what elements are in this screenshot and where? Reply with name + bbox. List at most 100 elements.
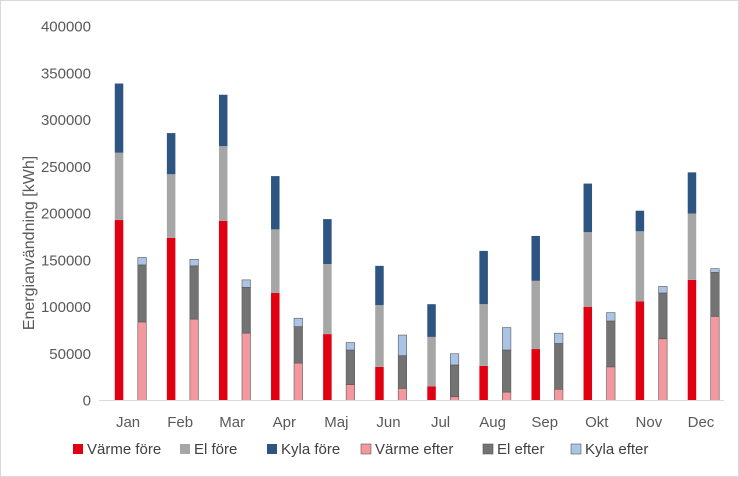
bar-kyla-efter-apr — [293, 317, 303, 327]
bar-värme-före-jan — [114, 220, 124, 401]
bar-kyla-efter-feb — [189, 259, 199, 267]
legend-label: El före — [194, 441, 237, 458]
bar-el-efter-feb — [189, 265, 199, 320]
bar-kyla-före-okt — [583, 183, 593, 233]
bar-kyla-före-jun — [375, 265, 384, 306]
bar-kyla-efter-jan — [137, 257, 147, 266]
bar-värme-före-aug — [479, 365, 488, 401]
y-tick-label: 100000 — [41, 299, 91, 316]
bar-el-efter-okt — [606, 320, 616, 368]
bar-el-efter-dec — [710, 272, 720, 317]
y-tick-label: 200000 — [41, 206, 91, 223]
bar-el-före-feb — [166, 174, 176, 238]
y-axis-ticks: 0 50000 100000 150000 200000 250000 300000 3500… — [41, 19, 91, 410]
bar-värme-före-feb — [166, 237, 176, 401]
x-tick-label: Jan — [116, 414, 140, 431]
bar-el-före-dec — [687, 213, 697, 280]
bar-el-före-nov — [635, 231, 645, 302]
bar-värme-efter-jun — [397, 388, 408, 401]
bar-kyla-före-jul — [427, 304, 436, 337]
legend-swatch — [482, 443, 494, 455]
bar-värme-före-jun — [375, 366, 384, 401]
bars — [114, 83, 720, 401]
bar-kyla-före-aug — [479, 250, 488, 305]
bar-kyla-före-maj — [323, 219, 332, 264]
bar-värme-före-dec — [687, 279, 697, 401]
bar-värme-efter-jul — [449, 396, 460, 401]
x-tick-label: Jul — [431, 414, 450, 431]
legend-label: Värme efter — [375, 441, 453, 458]
bar-kyla-före-apr — [271, 176, 280, 230]
bar-el-före-mar — [218, 146, 228, 221]
x-tick-label: Okt — [585, 414, 609, 431]
bar-el-efter-jun — [397, 355, 408, 389]
bar-värme-före-mar — [218, 220, 228, 401]
bar-kyla-efter-sep — [554, 332, 564, 344]
bar-kyla-efter-nov — [658, 286, 668, 294]
bar-kyla-efter-jul — [449, 353, 460, 366]
bar-värme-efter-sep — [554, 388, 564, 401]
y-tick-label: 150000 — [41, 252, 91, 269]
legend-swatch — [73, 444, 83, 454]
bar-el-före-aug — [479, 304, 488, 366]
bar-värme-efter-apr — [293, 362, 303, 401]
bar-värme-efter-jan — [137, 321, 147, 401]
bar-värme-före-nov — [635, 301, 645, 401]
bar-el-efter-mar — [241, 287, 251, 334]
bar-el-efter-sep — [554, 343, 564, 390]
bar-kyla-efter-maj — [345, 342, 355, 351]
bar-värme-efter-dec — [710, 316, 720, 401]
bar-kyla-efter-jun — [397, 334, 408, 356]
legend-swatch — [360, 443, 372, 455]
y-tick-label: 250000 — [41, 159, 91, 176]
bar-värme-efter-mar — [241, 332, 251, 401]
x-tick-label: Mar — [219, 414, 245, 431]
bar-el-efter-nov — [658, 292, 668, 340]
bar-el-efter-jul — [449, 364, 460, 398]
legend: Värme före El före Kyla före Värme efter El … — [73, 441, 648, 458]
bar-el-före-sep — [531, 280, 540, 350]
legend-label: Kyla efter — [585, 441, 648, 458]
legend-label: Värme före — [87, 441, 161, 458]
bar-kyla-före-jan — [114, 83, 124, 153]
x-tick-label: Dec — [688, 414, 715, 431]
bar-kyla-efter-dec — [710, 268, 720, 273]
bar-värme-före-okt — [583, 307, 593, 401]
x-tick-label: Maj — [324, 414, 348, 431]
bar-värme-före-sep — [531, 349, 540, 401]
bar-el-före-apr — [271, 229, 280, 293]
x-axis-ticks: Jan Feb Mar Apr Maj Jun Jul Aug Sep Okt Nov Dec — [116, 414, 715, 431]
bar-kyla-före-mar — [218, 94, 228, 147]
legend-label: Kyla före — [281, 441, 340, 458]
bar-kyla-efter-aug — [502, 327, 512, 351]
x-tick-label: Feb — [167, 414, 193, 431]
bar-värme-efter-nov — [658, 338, 668, 401]
bar-kyla-före-dec — [687, 172, 697, 214]
bar-kyla-före-sep — [531, 235, 540, 281]
bar-värme-efter-aug — [502, 391, 512, 401]
bar-el-före-jul — [427, 336, 436, 387]
y-tick-label: 350000 — [41, 65, 91, 82]
legend-label: El efter — [497, 441, 545, 458]
x-tick-label: Jun — [376, 414, 400, 431]
legend-swatch — [267, 444, 277, 454]
bar-el-före-jun — [375, 305, 384, 367]
bar-el-före-maj — [323, 263, 332, 335]
bar-värme-efter-feb — [189, 318, 199, 401]
x-tick-label: Apr — [273, 414, 296, 431]
bar-värme-före-apr — [271, 292, 280, 401]
bar-kyla-efter-mar — [241, 279, 251, 288]
bar-el-efter-jan — [137, 264, 147, 323]
y-tick-label: 300000 — [41, 112, 91, 129]
bar-el-före-okt — [583, 232, 593, 307]
bar-värme-före-jul — [427, 386, 436, 401]
bar-el-före-jan — [114, 152, 124, 221]
x-tick-label: Sep — [531, 414, 558, 431]
y-axis-label: Energianvändning [kWh] — [21, 156, 38, 330]
x-tick-label: Nov — [636, 414, 663, 431]
bar-kyla-efter-okt — [606, 312, 616, 322]
bar-värme-före-maj — [323, 334, 332, 401]
bar-el-efter-apr — [293, 326, 303, 364]
